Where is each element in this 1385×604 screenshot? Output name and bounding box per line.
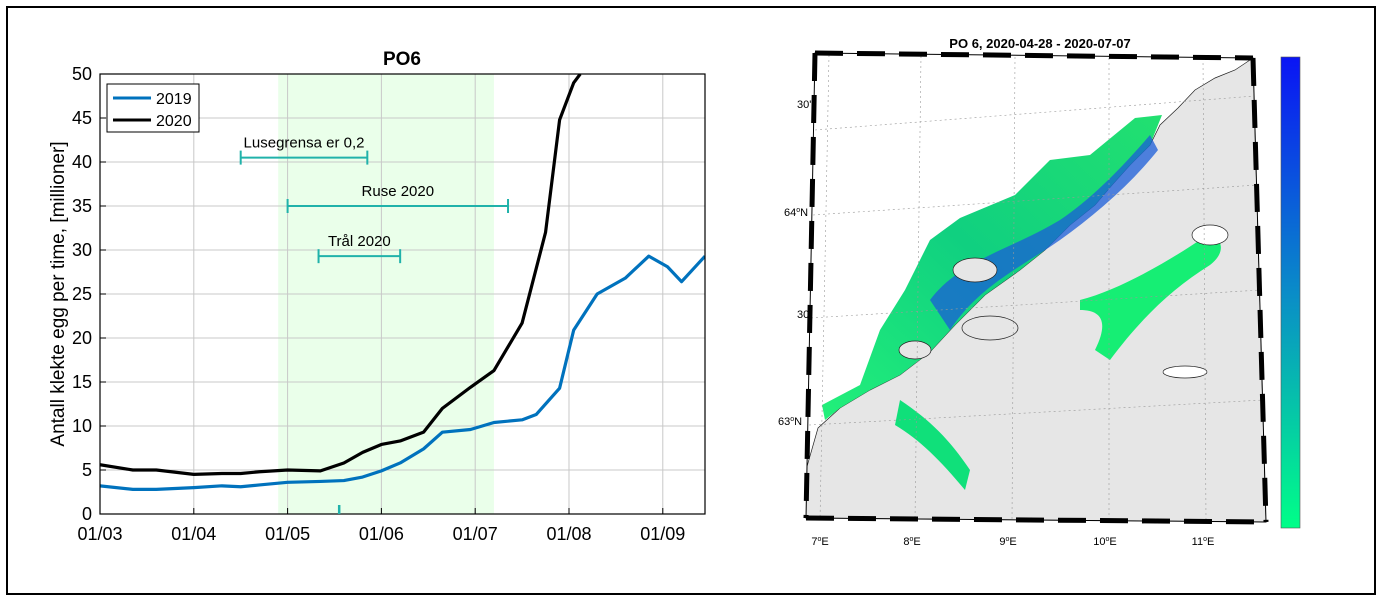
map-frame-left <box>803 52 818 519</box>
lat-label-63: 63oN <box>778 416 802 428</box>
chart-title: PO6 <box>383 49 421 70</box>
legend-box <box>106 83 200 133</box>
lat-label-64: 64oN <box>784 207 808 219</box>
y-tick-label: 0 <box>82 504 92 524</box>
series-line-2020 <box>100 74 582 476</box>
latitude-labels: 30' 64oN 30' 63oN <box>778 99 811 428</box>
y-tick-label: 20 <box>72 328 92 348</box>
map-frame-bottom <box>805 515 1267 525</box>
island <box>952 257 998 283</box>
lon-label: 7oE <box>811 536 828 548</box>
y-tick-label: 5 <box>82 460 92 480</box>
interval-label: Lusegrensa er 0,2 <box>244 135 365 152</box>
fjord-system-east <box>1080 237 1221 360</box>
interval-markers: Lusegrensa er 0,2 Ruse 2020 Trål 2020 <box>239 135 510 264</box>
lon-label: 10oE <box>1093 536 1117 548</box>
lon-label: 8oE <box>903 536 920 548</box>
map-frame-top <box>814 50 1254 61</box>
lake <box>1191 224 1229 246</box>
longitude-labels: 7oE 8oE 9oE 10oE 11oE <box>811 536 1214 548</box>
x-tick-label: 01/06 <box>359 524 404 544</box>
figure-frame <box>6 6 1376 595</box>
map-panel: PO 6, 2020-04-28 - 2020-07-07 <box>778 36 1301 548</box>
lat-minor-label: 30' <box>797 309 811 321</box>
x-tick-label: 01/09 <box>640 524 685 544</box>
x-tick-label: 01/03 <box>77 524 122 544</box>
x-axis-ticks: 01/03 01/04 01/05 01/06 01/07 01/08 01/09 <box>77 505 685 544</box>
interval-label: Trål 2020 <box>328 233 391 250</box>
interval-label: Ruse 2020 <box>362 183 435 200</box>
y-tick-label: 30 <box>72 240 92 260</box>
grid-lines <box>100 74 705 514</box>
y-tick-label: 50 <box>72 64 92 84</box>
y-axis-label: Antall klekte egg per time, [millioner] <box>48 141 69 446</box>
lat-minor-label: 30' <box>797 99 811 111</box>
high-density-band <box>930 135 1158 330</box>
x-tick-label: 01/05 <box>265 524 310 544</box>
series-line-2019 <box>100 254 705 491</box>
x-tick-label: 01/08 <box>546 524 591 544</box>
island <box>961 315 1019 341</box>
fjord-system-south <box>895 400 970 490</box>
y-tick-label: 40 <box>72 152 92 172</box>
x-tick-label: 01/07 <box>453 524 498 544</box>
colorbar <box>1280 56 1301 529</box>
y-tick-label: 45 <box>72 108 92 128</box>
legend: 2019 2020 <box>106 83 200 133</box>
y-tick-label: 25 <box>72 284 92 304</box>
series-lines <box>100 74 705 491</box>
lon-label: 9oE <box>999 536 1016 548</box>
island <box>898 340 932 360</box>
y-axis-ticks: 0 5 10 15 20 25 30 35 40 45 50 <box>72 64 106 524</box>
lon-label: 11oE <box>1192 536 1215 548</box>
x-tick-label: 01/04 <box>171 524 216 544</box>
graticule <box>808 54 1264 522</box>
map-frame-right <box>1250 57 1269 523</box>
legend-label-2019: 2019 <box>156 91 192 108</box>
y-tick-label: 15 <box>72 372 92 392</box>
lake <box>1162 365 1208 379</box>
map-title: PO 6, 2020-04-28 - 2020-07-07 <box>949 36 1130 51</box>
legend-label-2020: 2020 <box>156 113 192 130</box>
y-tick-label: 35 <box>72 196 92 216</box>
y-tick-label: 10 <box>72 416 92 436</box>
